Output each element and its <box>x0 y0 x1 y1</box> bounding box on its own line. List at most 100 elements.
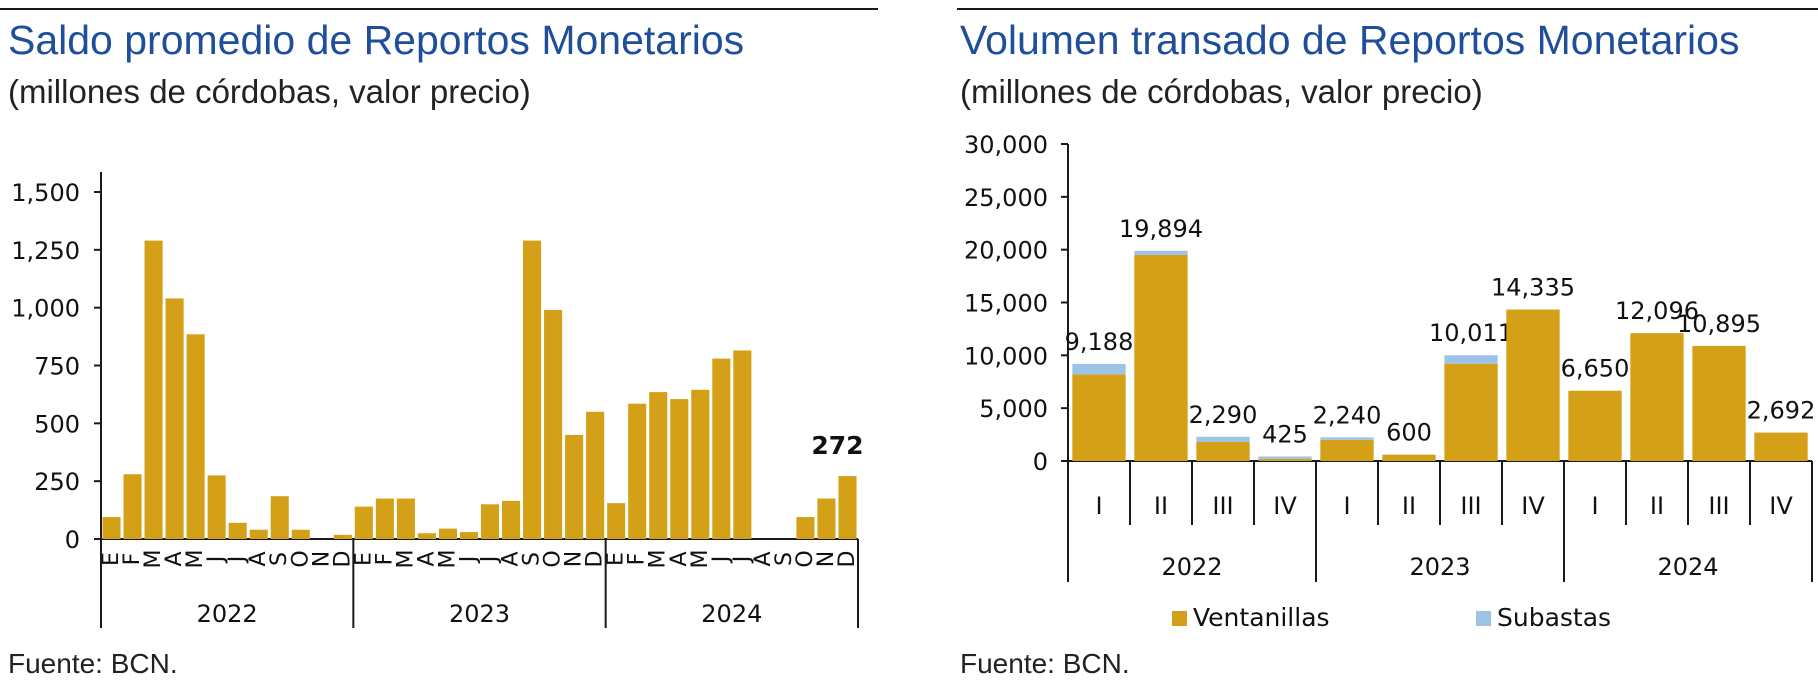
right-chart-source: Fuente: BCN. <box>960 648 1130 679</box>
left-month-label: O <box>793 550 818 567</box>
left-bar-27 <box>649 392 668 539</box>
left-month-label: O <box>541 550 566 567</box>
right-bar-total-label: 14,335 <box>1491 274 1575 302</box>
right-bar-subastas-5 <box>1320 437 1374 440</box>
left-bar-35 <box>817 498 836 539</box>
left-month-label: A <box>414 551 439 566</box>
right-bar-ventanillas-3 <box>1196 441 1250 461</box>
left-bar-26 <box>628 403 647 539</box>
left-bar-17 <box>438 528 458 539</box>
right-chart-title: Volumen transado de Reportos Monetarios <box>960 17 1740 63</box>
left-bar-8 <box>249 529 268 539</box>
right-bar-total-label: 600 <box>1386 419 1432 447</box>
right-quarter-label: IV <box>1273 492 1297 520</box>
right-y-tick-label: 10,000 <box>964 342 1048 370</box>
left-bar-1 <box>102 517 121 539</box>
right-quarter-label: I <box>1591 492 1598 520</box>
left-bar-22 <box>544 309 563 539</box>
right-quarter-label: IV <box>1521 492 1545 520</box>
left-bar-3 <box>144 240 163 539</box>
right-bar-ventanillas-7 <box>1444 363 1498 461</box>
left-bar-34 <box>796 517 815 539</box>
left-month-label: S <box>520 552 545 566</box>
left-month-label: M <box>393 550 418 569</box>
left-month-label: J <box>478 556 503 565</box>
right-y-tick-label: 25,000 <box>964 184 1048 212</box>
right-top-rule <box>957 8 1818 10</box>
left-month-label: E <box>604 552 629 566</box>
right-quarter-label: II <box>1154 492 1168 520</box>
left-month-label: F <box>625 553 650 566</box>
legend-swatch-ventanillas <box>1172 611 1187 626</box>
right-bar-subastas-4 <box>1258 456 1312 459</box>
left-bar-16 <box>417 533 436 539</box>
left-y-tick-label: 500 <box>34 410 80 438</box>
left-month-label: A <box>162 551 187 566</box>
left-bar-2 <box>123 474 142 539</box>
left-month-label: J <box>456 556 481 565</box>
left-bar-21 <box>523 240 542 539</box>
left-bar-5 <box>186 334 205 539</box>
right-bar-subastas-7 <box>1444 355 1498 364</box>
left-month-label: J <box>204 556 229 565</box>
left-month-label: S <box>267 552 292 566</box>
left-bar-29 <box>691 389 710 539</box>
right-bar-ventanillas-8 <box>1506 309 1560 461</box>
left-bar-25 <box>607 503 626 539</box>
right-y-tick-label: 0 <box>1033 448 1048 476</box>
right-y-tick-label: 30,000 <box>964 131 1048 159</box>
left-month-label: N <box>814 551 839 567</box>
left-bar-31 <box>733 350 752 539</box>
right-chart-subtitle: (millones de córdobas, valor precio) <box>960 73 1483 110</box>
right-bar-ventanillas-5 <box>1320 439 1374 461</box>
right-year-label: 2024 <box>1657 553 1718 581</box>
left-bar-20 <box>501 500 521 539</box>
right-bar-total-label: 10,895 <box>1677 310 1761 338</box>
right-bar-subastas-1 <box>1072 363 1126 375</box>
left-month-label: J <box>730 556 755 565</box>
right-quarter-label: III <box>1708 492 1729 520</box>
left-y-tick-label: 1,000 <box>11 295 80 323</box>
left-bar-4 <box>165 298 184 539</box>
left-last-value-annotation: 272 <box>811 431 863 460</box>
left-bar-24 <box>586 411 605 539</box>
right-bar-ventanillas-6 <box>1382 454 1436 461</box>
left-bar-9 <box>270 496 289 539</box>
right-bar-subastas-2 <box>1134 250 1188 255</box>
left-month-label: A <box>667 551 692 566</box>
left-bar-15 <box>396 498 415 539</box>
left-month-label: M <box>183 550 208 569</box>
right-quarter-label: IV <box>1769 492 1793 520</box>
right-bar-ventanillas-2 <box>1134 254 1188 461</box>
left-month-label: M <box>141 550 166 569</box>
right-bar-total-label: 10,011 <box>1429 319 1513 347</box>
right-y-tick-label: 20,000 <box>964 237 1048 265</box>
right-bar-total-label: 425 <box>1262 421 1308 449</box>
legend-label-subastas: Subastas <box>1497 603 1611 632</box>
left-month-label: S <box>772 552 797 566</box>
left-month-label: N <box>562 551 587 567</box>
left-month-label: N <box>309 551 334 567</box>
right-y-tick-label: 5,000 <box>979 395 1048 423</box>
left-month-label: M <box>688 550 713 569</box>
left-month-label: A <box>751 551 776 566</box>
left-month-label: F <box>372 553 397 566</box>
left-year-label: 2022 <box>197 600 258 628</box>
right-quarter-label: I <box>1343 492 1350 520</box>
left-bar-30 <box>712 358 731 539</box>
left-month-label: J <box>709 556 734 565</box>
right-bar-total-label: 2,692 <box>1747 397 1816 425</box>
right-quarter-label: II <box>1650 492 1664 520</box>
right-bar-total-label: 19,894 <box>1119 215 1203 243</box>
right-quarter-label: I <box>1095 492 1102 520</box>
right-quarter-label: II <box>1402 492 1416 520</box>
left-month-label: D <box>330 551 355 568</box>
right-year-label: 2023 <box>1409 553 1470 581</box>
left-chart-title: Saldo promedio de Reportos Monetarios <box>8 17 745 63</box>
left-y-tick-label: 1,250 <box>11 237 80 265</box>
left-year-label: 2023 <box>449 600 510 628</box>
right-bar-ventanillas-10 <box>1630 333 1684 461</box>
left-month-label: O <box>288 550 313 567</box>
left-month-label: D <box>583 551 608 568</box>
